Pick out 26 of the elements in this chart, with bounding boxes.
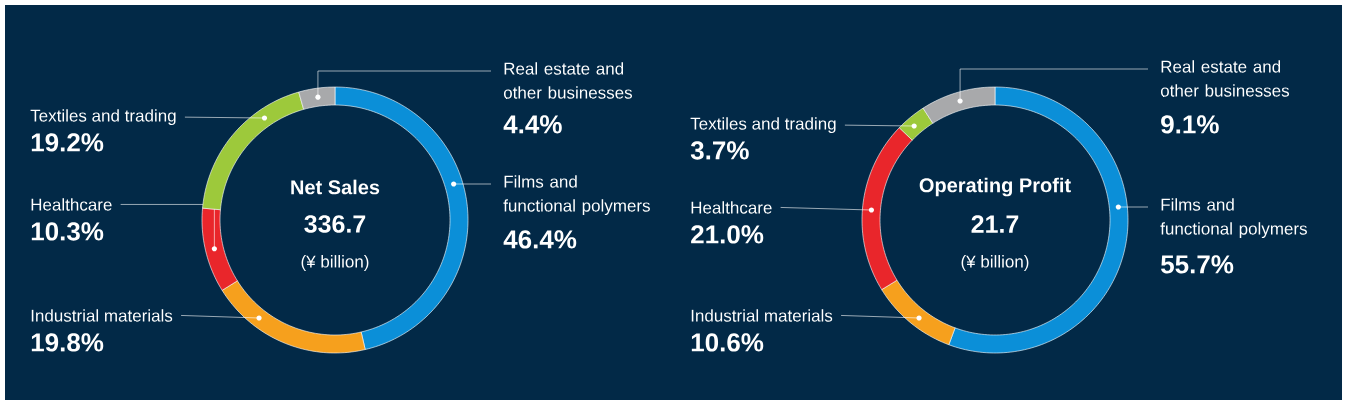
text: 21.7	[971, 215, 1019, 233]
data-label: 10.6%	[691, 333, 764, 352]
slice-label: Real estate and other businesses	[1160, 60, 1290, 97]
text: Net Sales	[291, 179, 380, 195]
slice-label: Films and functional polymers	[503, 175, 650, 216]
data-label: 9.1%	[1161, 115, 1219, 134]
text: Operating Profit	[919, 177, 1071, 197]
slice-label: Healthcare	[691, 201, 772, 214]
data-label: 21.0%	[691, 225, 764, 244]
slice-label: Industrial materials	[31, 309, 173, 322]
data-label: 46.4%	[503, 230, 577, 249]
text: 336.7	[304, 215, 366, 233]
data-label: 10.3%	[31, 222, 104, 241]
slice-label: Films and functional polymers	[1160, 198, 1307, 239]
slice-label: Real estate and other businesses	[503, 62, 633, 99]
data-label: 19.2%	[31, 133, 104, 152]
text: (¥ billion)	[961, 255, 1029, 271]
slice-label: Industrial materials	[691, 309, 833, 322]
data-label: 19.8%	[31, 333, 104, 352]
data-label: 3.7%	[690, 141, 749, 160]
text: (¥ billion)	[301, 255, 369, 271]
slice-label: Textiles and trading	[30, 109, 176, 126]
data-label: 55.7%	[1161, 255, 1234, 274]
slice-label: Healthcare	[31, 198, 112, 211]
slice-label: Textiles and trading	[690, 117, 836, 134]
data-label: 4.4%	[503, 115, 562, 134]
